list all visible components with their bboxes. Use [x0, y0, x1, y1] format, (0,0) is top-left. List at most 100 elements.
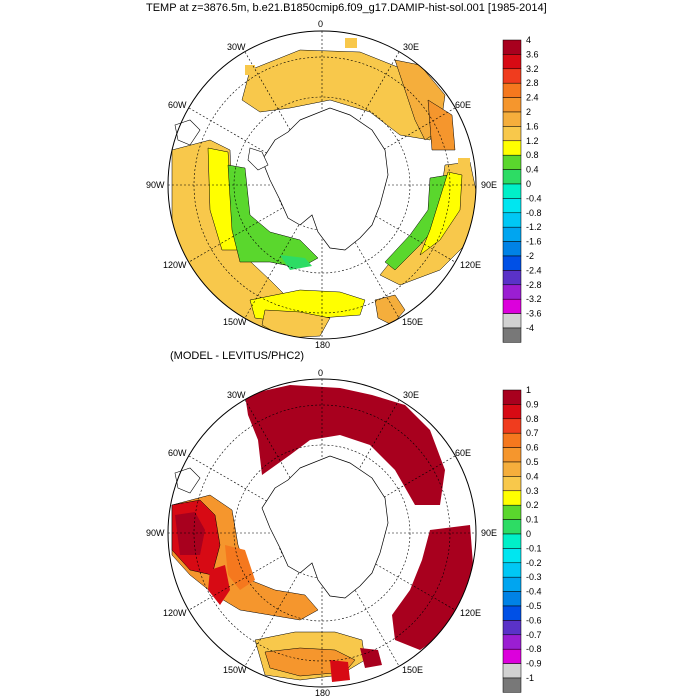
bottom-lon-0: 0 — [318, 368, 323, 378]
top-colorbar-label: -2.4 — [526, 265, 542, 275]
top-longitude-labels: 0 30E 60E 90E 120E 150E 180 150W 120W 90… — [146, 19, 497, 350]
bottom-longitude-labels: 0 30E 60E 90E 120E 150E 180 150W 120W 90… — [146, 368, 497, 698]
top-colorbar-label: 0 — [526, 179, 531, 189]
bottom-lon-120e: 120E — [460, 608, 481, 618]
bottom-colorbar-swatch — [502, 461, 522, 477]
bottom-colorbar-label: -0.1 — [526, 543, 542, 553]
top-map-boundary — [167, 30, 477, 340]
bottom-colorbar-label: -0.8 — [526, 644, 542, 654]
bottom-colorbar-label: 0.9 — [526, 399, 539, 409]
bottom-colorbar-swatch — [502, 591, 522, 607]
bottom-lon-150w: 150W — [223, 665, 247, 675]
bottom-colorbar-swatch — [502, 663, 522, 679]
bottom-colorbar-label: 0.4 — [526, 471, 539, 481]
bottom-lon-90e: 90E — [481, 528, 497, 538]
bottom-colorbar-swatch — [502, 533, 522, 549]
top-lon-30w: 30W — [227, 42, 246, 52]
bottom-colorbar-label: -0.3 — [526, 572, 542, 582]
bottom-colorbar-swatch — [502, 432, 522, 448]
top-colorbar-label: -3.6 — [526, 309, 542, 319]
bottom-lon-150e: 150E — [402, 665, 423, 675]
top-lon-60e: 60E — [455, 100, 471, 110]
top-colorbar-label: 0.4 — [526, 165, 539, 175]
top-colorbar-label: 2.8 — [526, 78, 539, 88]
figure-title: TEMP at z=3876.5m, b.e21.B1850cmip6.f09_… — [146, 2, 547, 14]
bottom-colorbar-swatch — [502, 418, 522, 434]
panel-subtitle: (MODEL - LEVITUS/PHC2) — [170, 350, 305, 362]
top-lon-30e: 30E — [403, 42, 419, 52]
top-colorbar-label: 3.2 — [526, 64, 539, 74]
top-lon-90e: 90E — [481, 180, 497, 190]
bottom-colorbar-label: -0.6 — [526, 615, 542, 625]
top-lon-120e: 120E — [460, 260, 481, 270]
top-colorbar-label: -2 — [526, 251, 534, 261]
top-colorbar-label: -3.2 — [526, 294, 542, 304]
top-colorbar-label: 2 — [526, 107, 531, 117]
bottom-colorbar-swatch — [502, 648, 522, 664]
top-lon-0: 0 — [318, 19, 323, 29]
bottom-colorbar-swatch — [502, 576, 522, 592]
bottom-colorbar-swatch — [502, 447, 522, 463]
top-colorbar-label: -1.6 — [526, 237, 542, 247]
top-colorbar-label: 3.6 — [526, 49, 539, 59]
bottom-colorbar-label: -0.5 — [526, 601, 542, 611]
bottom-lon-30e: 30E — [403, 390, 419, 400]
top-colorbar-label: -1.2 — [526, 222, 542, 232]
bottom-colorbar-label: 0.6 — [526, 443, 539, 453]
top-colorbar-label: -4 — [526, 323, 534, 333]
bottom-map-field — [171, 385, 475, 682]
bottom-colorbar-label: -0.4 — [526, 587, 542, 597]
bottom-colorbar-swatch — [502, 562, 522, 578]
bottom-colorbar-swatch — [502, 677, 522, 693]
bottom-colorbar-label: -1 — [526, 673, 534, 683]
bottom-colorbar-swatch — [502, 620, 522, 636]
bottom-colorbar-label: 0.2 — [526, 500, 539, 510]
bottom-lon-30w: 30W — [227, 390, 246, 400]
top-colorbar-label: 2.4 — [526, 93, 539, 103]
bottom-colorbar-swatch — [502, 634, 522, 650]
top-lon-180: 180 — [315, 340, 330, 350]
top-colorbar-label: -2.8 — [526, 280, 542, 290]
bottom-colorbar-label: -0.7 — [526, 630, 542, 640]
top-lon-120w: 120W — [163, 260, 187, 270]
bottom-lon-90w: 90W — [146, 528, 165, 538]
bottom-colorbar-label: 0.8 — [526, 414, 539, 424]
bottom-colorbar-label: 0.1 — [526, 515, 539, 525]
top-colorbar: 4 3.6 3.2 2.8 2.4 2 1.6 1.2 0.8 0.4 0 -0.4 -0.8 -1.2 -… — [502, 35, 542, 343]
bottom-lon-60e: 60E — [455, 448, 471, 458]
bottom-colorbar-swatch — [502, 490, 522, 506]
bottom-colorbar-label: 1 — [526, 385, 531, 395]
top-lon-150w: 150W — [223, 317, 247, 327]
bottom-colorbar-swatch — [502, 389, 522, 405]
bottom-map-boundary — [167, 378, 477, 688]
top-colorbar-label: 1.6 — [526, 121, 539, 131]
bottom-colorbar-label: 0 — [526, 529, 531, 539]
bottom-colorbar-label: 0.3 — [526, 486, 539, 496]
bottom-colorbar-label: 0.5 — [526, 457, 539, 467]
bottom-colorbar-swatch — [502, 476, 522, 492]
top-colorbar-label: 1.2 — [526, 136, 539, 146]
top-colorbar-label: -0.4 — [526, 193, 542, 203]
bottom-colorbar-swatch — [502, 504, 522, 520]
bottom-colorbar-label: 0.7 — [526, 428, 539, 438]
top-lon-60w: 60W — [168, 100, 187, 110]
top-colorbar-label: 4 — [526, 35, 531, 45]
bottom-colorbar: 1 0.9 0.8 0.7 0.6 0.5 0.4 0.3 0.2 0.1 0 -0.1 -0.2 -0.… — [502, 385, 542, 693]
bottom-colorbar-swatch — [502, 519, 522, 535]
bottom-lon-120w: 120W — [163, 608, 187, 618]
bottom-lon-180: 180 — [315, 688, 330, 698]
top-colorbar-label: 0.8 — [526, 150, 539, 160]
bottom-colorbar-swatch — [502, 548, 522, 564]
bottom-lon-60w: 60W — [168, 448, 187, 458]
bottom-colorbar-label: -0.9 — [526, 659, 542, 669]
bottom-colorbar-label: -0.2 — [526, 558, 542, 568]
top-colorbar-swatch — [502, 327, 522, 343]
bottom-colorbar-swatch — [502, 404, 522, 420]
bottom-antarctica-outline — [261, 455, 389, 599]
top-lon-150e: 150E — [402, 317, 423, 327]
bottom-colorbar-swatch — [502, 605, 522, 621]
top-lon-90w: 90W — [146, 180, 165, 190]
top-colorbar-label: -0.8 — [526, 208, 542, 218]
